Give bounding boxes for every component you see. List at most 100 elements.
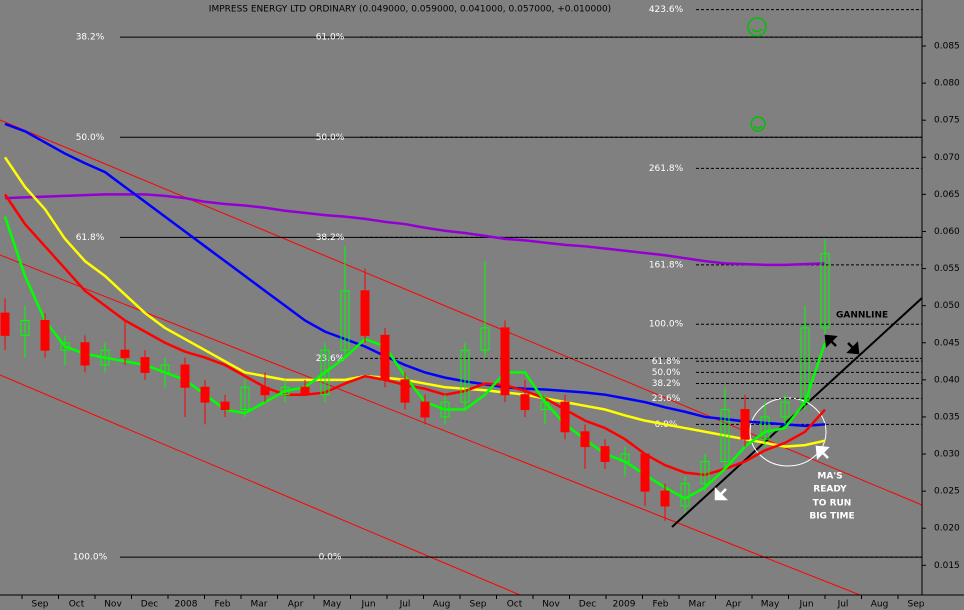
candle-body bbox=[600, 446, 610, 462]
annotation: MA'S bbox=[817, 472, 842, 482]
candle-body bbox=[80, 342, 90, 366]
x-tick-label: May bbox=[761, 600, 780, 610]
candle-body bbox=[260, 386, 270, 396]
annotation: READY bbox=[813, 485, 847, 495]
moving-average bbox=[4, 193, 826, 267]
candle-body bbox=[660, 490, 670, 507]
arrows-black bbox=[824, 334, 860, 355]
x-tick-label: Dec bbox=[141, 600, 158, 610]
candle-body bbox=[420, 401, 430, 418]
candle-body bbox=[120, 349, 130, 359]
candle-body bbox=[520, 394, 530, 411]
x-tick-label: Apr bbox=[288, 600, 304, 610]
smiley bbox=[750, 116, 766, 132]
fib-label: 23.6% bbox=[316, 354, 345, 364]
candle-body bbox=[800, 327, 810, 403]
candle-body bbox=[140, 357, 150, 373]
fib-label: 161.8% bbox=[649, 260, 684, 270]
x-tick-label: Sep bbox=[470, 600, 487, 610]
x-tick-label: Jul bbox=[837, 600, 849, 610]
y-tick-label: 0.060 bbox=[934, 227, 960, 237]
fib-label: 100.0% bbox=[649, 320, 684, 330]
y-tick-label: 0.080 bbox=[934, 79, 960, 89]
candle-body bbox=[480, 327, 490, 351]
axes: 0.015 0.020 0.025 0.030 0.035 0.040 0.045 0.050… bbox=[21, 41, 960, 610]
x-tick-label: May bbox=[323, 600, 342, 610]
arrow bbox=[846, 341, 860, 355]
fib-label: 61.8% bbox=[76, 233, 105, 243]
candle-body bbox=[680, 483, 690, 507]
chart-title: IMPRESS ENERGY LTD ORDINARY (0.049000, 0… bbox=[209, 5, 611, 15]
y-tick-label: 0.050 bbox=[934, 301, 960, 311]
x-tick-label: Jun bbox=[798, 600, 813, 610]
candle-body bbox=[820, 253, 830, 329]
candle-body bbox=[560, 401, 570, 433]
fib-label: 61.8% bbox=[652, 357, 681, 367]
annotation: GANNLINE bbox=[836, 311, 888, 321]
arrows bbox=[714, 445, 830, 501]
candle-body bbox=[620, 453, 630, 462]
candle-body bbox=[220, 401, 230, 411]
y-tick-label: 0.045 bbox=[934, 338, 960, 348]
y-tick-label: 0.075 bbox=[934, 116, 960, 126]
candle-body bbox=[40, 319, 50, 351]
moving-average bbox=[4, 122, 826, 428]
y-tick-label: 0.055 bbox=[934, 264, 960, 274]
x-tick-label: Apr bbox=[726, 600, 742, 610]
y-tick-label: 0.035 bbox=[934, 412, 960, 422]
arrow bbox=[714, 486, 729, 501]
smileys bbox=[747, 17, 767, 132]
y-tick-label: 0.085 bbox=[934, 41, 960, 51]
x-tick-label: Nov bbox=[542, 600, 560, 610]
candle-body bbox=[720, 409, 730, 462]
x-tick-label: Aug bbox=[433, 600, 451, 610]
x-tick-label: Feb bbox=[653, 600, 669, 610]
y-tick-label: 0.015 bbox=[934, 561, 960, 571]
fib-label: 38.2% bbox=[316, 233, 345, 243]
x-tick-label: Jul bbox=[399, 600, 411, 610]
fib-label: 50.0% bbox=[76, 133, 105, 143]
x-tick-label: 2008 bbox=[175, 600, 198, 610]
candle-body bbox=[540, 401, 550, 411]
arrow bbox=[815, 445, 830, 460]
x-tick-label: Mar bbox=[251, 600, 268, 610]
y-tick-label: 0.020 bbox=[934, 524, 960, 534]
arrow bbox=[824, 334, 838, 348]
x-tick-label: Aug bbox=[871, 600, 889, 610]
candle-body bbox=[460, 349, 470, 403]
x-tick-label: 2009 bbox=[613, 600, 636, 610]
candle-body bbox=[700, 460, 710, 485]
x-tick-label: Feb bbox=[215, 600, 231, 610]
plot: 38.2%50.0%61.8%100.0%61.0%50.0%38.2%23.6… bbox=[0, 5, 922, 563]
candle-body bbox=[60, 342, 70, 351]
candle-body bbox=[780, 401, 790, 418]
candle-body bbox=[760, 416, 770, 440]
x-tick-label: Nov bbox=[104, 600, 122, 610]
candle-body bbox=[200, 386, 210, 403]
y-tick-label: 0.025 bbox=[934, 487, 960, 497]
fib-label: 423.6% bbox=[649, 5, 684, 15]
smiley bbox=[751, 28, 763, 33]
moving-average bbox=[3, 193, 826, 477]
moving-average bbox=[3, 156, 826, 448]
candle-body bbox=[160, 364, 170, 373]
x-tick-label: Oct bbox=[69, 600, 85, 610]
y-tick-label: 0.040 bbox=[934, 375, 960, 385]
channel-line bbox=[0, 119, 923, 506]
candle-body bbox=[320, 349, 330, 396]
candle-body bbox=[640, 453, 650, 492]
fib-label: 61.0% bbox=[316, 33, 345, 43]
fib-label: 100.0% bbox=[73, 553, 108, 563]
candle-body bbox=[580, 431, 590, 448]
candle-body bbox=[240, 386, 250, 411]
annotation: TO RUN bbox=[813, 499, 852, 509]
annotation: BIG TIME bbox=[809, 512, 854, 522]
y-tick-label: 0.070 bbox=[934, 153, 960, 163]
fib-label: 38.2% bbox=[652, 379, 681, 389]
candle-body bbox=[20, 319, 30, 336]
x-tick-label: Dec bbox=[579, 600, 596, 610]
candle-body bbox=[100, 349, 110, 366]
x-tick-label: Sep bbox=[32, 600, 49, 610]
fib-label: 0.0% bbox=[319, 553, 342, 563]
